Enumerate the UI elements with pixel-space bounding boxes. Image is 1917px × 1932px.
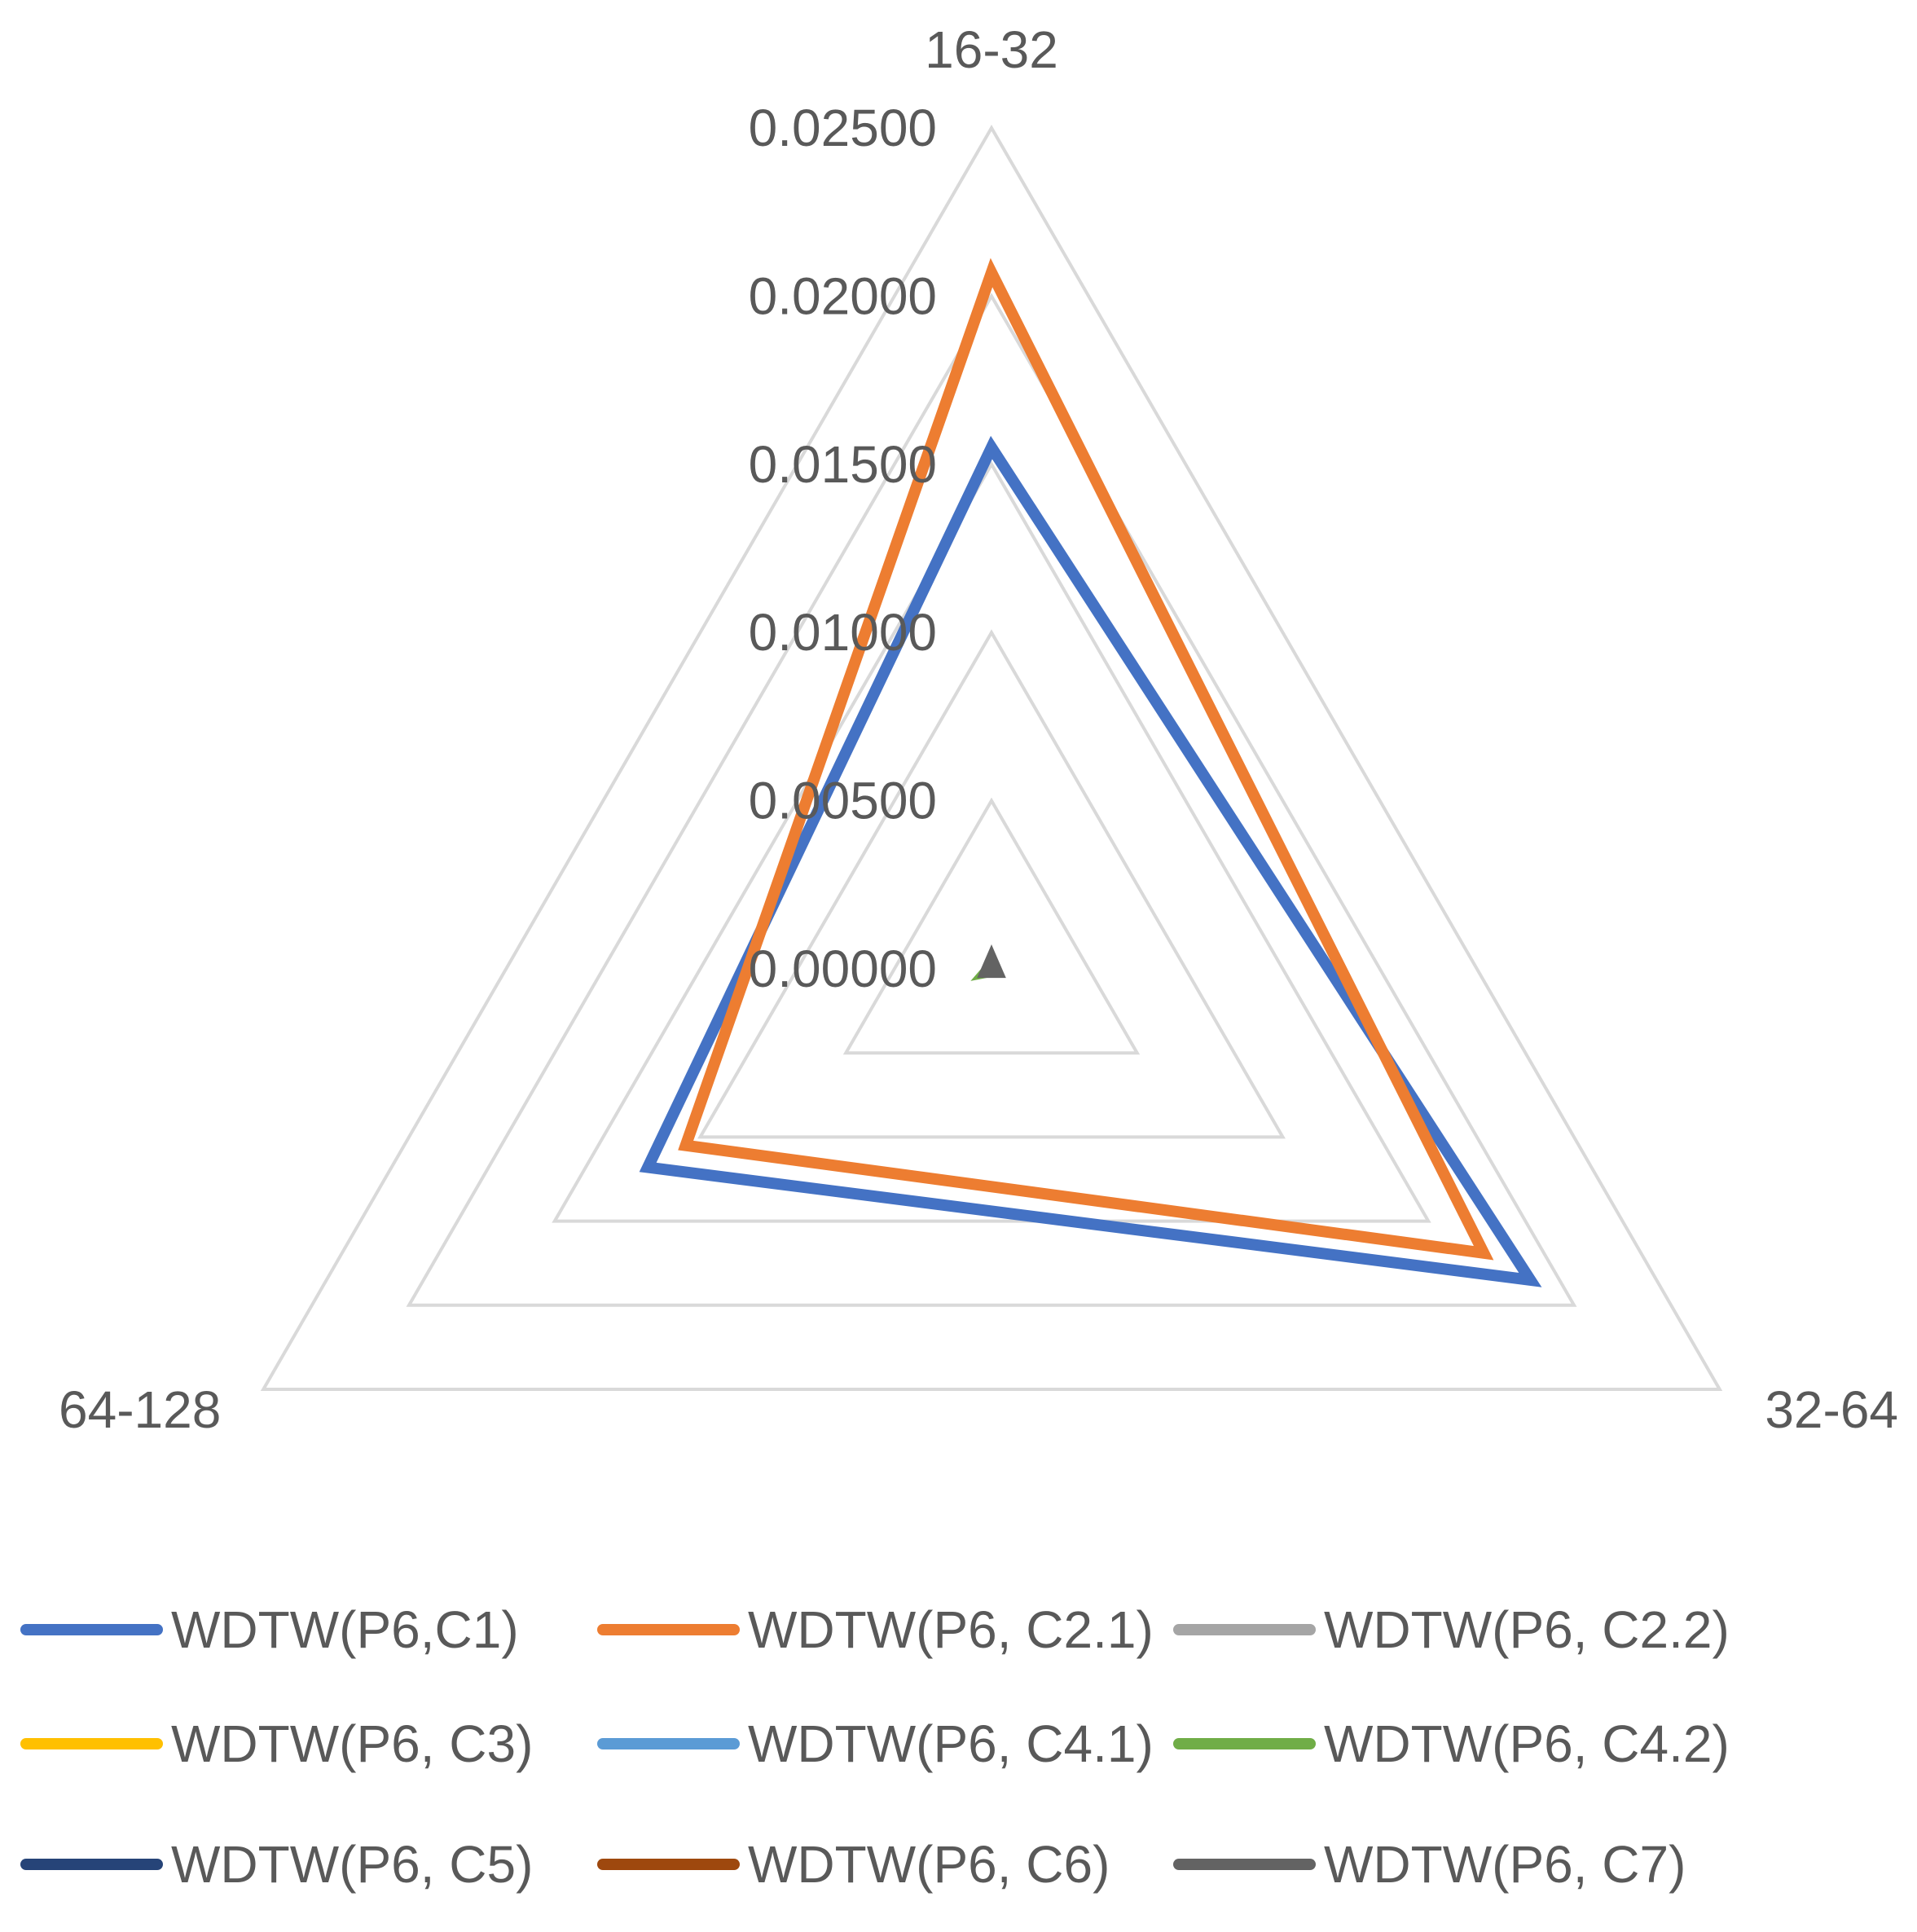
legend-item: WDTW(P6, C3)	[20, 1711, 533, 1776]
gridline-5	[260, 125, 1723, 1391]
legend-swatch	[597, 1624, 740, 1635]
legend-item: WDTW(P6, C5)	[20, 1832, 533, 1897]
legend-swatch	[1173, 1738, 1316, 1749]
legend-item: WDTW(P6, C4.2)	[1173, 1711, 1730, 1776]
legend-label: WDTW(P6, C5)	[171, 1835, 534, 1894]
legend-swatch	[597, 1738, 740, 1749]
gridline-2	[697, 629, 1286, 1139]
gridline-3	[552, 460, 1431, 1223]
legend-label: WDTW(P6, C4.2)	[1324, 1714, 1730, 1773]
legend-swatch	[20, 1738, 163, 1749]
tick-label-1: 0.00500	[749, 772, 937, 830]
legend-swatch	[20, 1859, 163, 1870]
gridline-1	[842, 797, 1141, 1055]
axis-label-32-64: 32-64	[1765, 1380, 1898, 1439]
legend-swatch	[597, 1859, 740, 1870]
gridline-4	[406, 293, 1577, 1307]
tick-label-4: 0.02000	[749, 266, 937, 325]
legend-item: WDTW(P6, C2.2)	[1173, 1597, 1730, 1662]
legend-item: WDTW(P6, C7)	[1173, 1832, 1686, 1897]
axis-label-16-32: 16-32	[925, 20, 1058, 79]
legend-item: WDTW(P6, C4.1)	[597, 1711, 1154, 1776]
legend-item: WDTW(P6, C6)	[597, 1832, 1110, 1897]
series-line-0	[639, 435, 1542, 1287]
legend-swatch	[1173, 1624, 1316, 1635]
axis-label-64-128: 64-128	[59, 1380, 221, 1439]
radar-grid	[260, 125, 1723, 1391]
legend-swatch	[1173, 1859, 1316, 1870]
legend-label: WDTW(P6, C2.1)	[748, 1600, 1154, 1659]
radar-series	[639, 257, 1542, 1287]
legend-label: WDTW(P6, C7)	[1324, 1835, 1686, 1894]
legend-swatch	[20, 1624, 163, 1635]
series-line-1	[678, 257, 1494, 1261]
legend-item: WDTW(P6, C2.1)	[597, 1597, 1154, 1662]
legend-item: WDTW(P6,C1)	[20, 1597, 519, 1662]
legend-label: WDTW(P6, C2.2)	[1324, 1600, 1730, 1659]
radar-labels: 0.00000 0.00500 0.01000 0.01500 0.02000 0.025…	[59, 20, 1898, 1439]
legend-label: WDTW(P6, C4.1)	[748, 1714, 1154, 1773]
tick-label-3: 0.01500	[749, 435, 937, 494]
legend-label: WDTW(P6,C1)	[171, 1600, 519, 1659]
legend-label: WDTW(P6, C3)	[171, 1714, 534, 1773]
tick-label-0: 0.00000	[749, 940, 937, 998]
legend-label: WDTW(P6, C6)	[748, 1835, 1110, 1894]
tick-label-5: 0.02500	[749, 99, 937, 157]
chart-legend: WDTW(P6,C1) WDTW(P6, C2.1) WDTW(P6, C2.2) W…	[0, 1597, 1917, 1932]
series-line-8	[977, 944, 1006, 979]
radar-chart: 0.00000 0.00500 0.01000 0.01500 0.02000 0.025…	[59, 20, 1898, 1439]
tick-label-2: 0.01000	[749, 603, 937, 662]
